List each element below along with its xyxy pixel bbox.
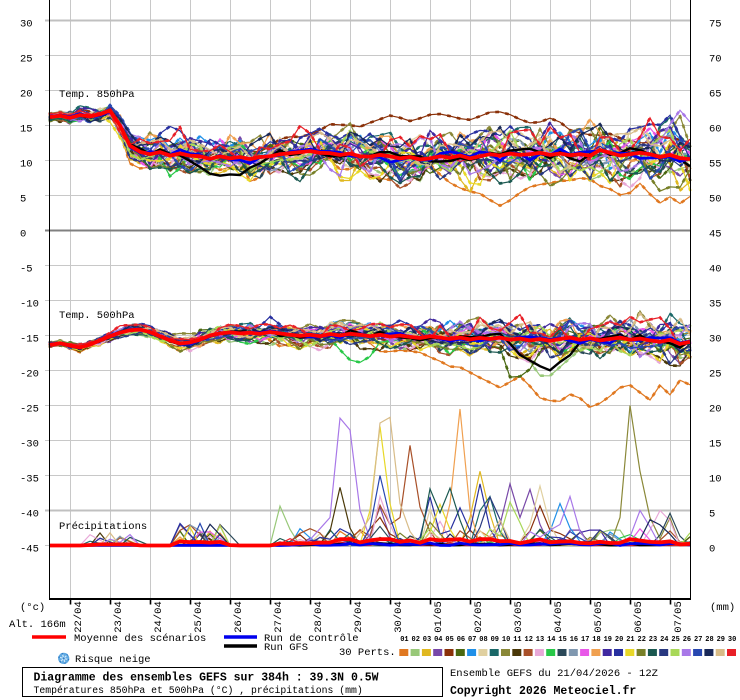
svg-text:20: 20 <box>20 89 33 101</box>
svg-text:-40: -40 <box>20 509 39 521</box>
svg-text:18: 18 <box>592 636 600 644</box>
svg-text:04/05: 04/05 <box>553 601 565 633</box>
svg-text:15: 15 <box>20 124 33 136</box>
svg-text:70: 70 <box>709 54 722 66</box>
svg-text:15: 15 <box>709 439 722 451</box>
svg-text:Températures 850hPa et 500hPa: Températures 850hPa et 500hPa (°C) , pré… <box>34 685 363 696</box>
svg-text:24/04: 24/04 <box>153 601 165 633</box>
svg-text:23: 23 <box>649 636 657 644</box>
svg-text:65: 65 <box>709 89 722 101</box>
svg-text:06: 06 <box>457 636 465 644</box>
svg-text:25: 25 <box>709 369 722 381</box>
svg-text:75: 75 <box>709 19 722 31</box>
svg-text:27/04: 27/04 <box>273 601 285 633</box>
svg-text:19: 19 <box>604 636 612 644</box>
svg-text:Copyright 2026 Meteociel.fr: Copyright 2026 Meteociel.fr <box>450 685 636 698</box>
svg-text:24: 24 <box>660 636 668 644</box>
svg-text:-25: -25 <box>20 404 39 416</box>
svg-text:02: 02 <box>412 636 420 644</box>
svg-text:28: 28 <box>705 636 713 644</box>
svg-text:29: 29 <box>717 636 725 644</box>
svg-text:28/04: 28/04 <box>313 601 325 633</box>
svg-text:17: 17 <box>581 636 589 644</box>
svg-text:Alt. 166m: Alt. 166m <box>9 619 66 631</box>
svg-text:Moyenne des scénarios: Moyenne des scénarios <box>74 633 206 645</box>
svg-text:25/04: 25/04 <box>193 601 205 633</box>
svg-text:(mm): (mm) <box>710 602 735 614</box>
svg-text:-30: -30 <box>20 439 39 451</box>
svg-text:03: 03 <box>423 636 431 644</box>
svg-text:-20: -20 <box>20 369 39 381</box>
svg-text:21: 21 <box>626 636 634 644</box>
svg-text:29/04: 29/04 <box>353 601 365 633</box>
svg-text:05/05: 05/05 <box>593 601 605 633</box>
svg-text:06/05: 06/05 <box>633 601 645 633</box>
svg-text:0: 0 <box>20 229 26 241</box>
svg-text:30/04: 30/04 <box>393 601 405 633</box>
svg-text:05: 05 <box>445 636 453 644</box>
svg-text:02/05: 02/05 <box>473 601 485 633</box>
svg-text:Temp. 500hPa: Temp. 500hPa <box>59 310 135 322</box>
svg-text:5: 5 <box>20 194 26 206</box>
svg-text:13: 13 <box>536 636 544 644</box>
svg-text:-35: -35 <box>20 474 39 486</box>
svg-text:30: 30 <box>728 636 736 644</box>
svg-text:55: 55 <box>709 159 722 171</box>
svg-text:-15: -15 <box>20 334 39 346</box>
svg-text:27: 27 <box>694 636 702 644</box>
svg-text:03/05: 03/05 <box>513 601 525 633</box>
svg-text:Run de contrôle: Run de contrôle <box>264 633 359 645</box>
svg-text:25: 25 <box>20 54 33 66</box>
svg-text:07: 07 <box>468 636 476 644</box>
svg-text:26/04: 26/04 <box>233 601 245 633</box>
svg-text:04: 04 <box>434 636 442 644</box>
svg-text:07/05: 07/05 <box>673 601 685 633</box>
svg-text:60: 60 <box>709 124 722 136</box>
svg-text:40: 40 <box>709 264 722 276</box>
svg-text:5: 5 <box>709 509 715 521</box>
svg-text:09: 09 <box>491 636 499 644</box>
svg-text:10: 10 <box>709 474 722 486</box>
svg-text:14: 14 <box>547 636 555 644</box>
svg-text:Précipitations: Précipitations <box>59 521 147 533</box>
svg-text:30: 30 <box>20 19 33 31</box>
svg-text:-45: -45 <box>20 544 39 556</box>
svg-text:10: 10 <box>20 159 33 171</box>
svg-text:22: 22 <box>638 636 646 644</box>
svg-text:30: 30 <box>709 334 722 346</box>
svg-text:0: 0 <box>709 544 715 556</box>
svg-text:01: 01 <box>400 636 408 644</box>
svg-text:35: 35 <box>709 299 722 311</box>
svg-text:23/04: 23/04 <box>113 601 125 633</box>
svg-text:12: 12 <box>525 636 533 644</box>
svg-text:20: 20 <box>709 404 722 416</box>
svg-text:10: 10 <box>502 636 510 644</box>
svg-text:16: 16 <box>570 636 578 644</box>
svg-text:Diagramme des ensembles GEFS s: Diagramme des ensembles GEFS sur 384h : … <box>34 672 379 685</box>
svg-text:-10: -10 <box>20 299 39 311</box>
svg-text:25: 25 <box>671 636 679 644</box>
svg-text:45: 45 <box>709 229 722 241</box>
svg-text:Risque neige: Risque neige <box>75 654 151 666</box>
svg-text:11: 11 <box>513 636 521 644</box>
svg-text:20: 20 <box>615 636 623 644</box>
svg-text:15: 15 <box>558 636 566 644</box>
svg-text:01/05: 01/05 <box>433 601 445 633</box>
svg-text:30 Perts.: 30 Perts. <box>339 647 396 659</box>
svg-text:Ensemble GEFS du 21/04/2026 -: Ensemble GEFS du 21/04/2026 - 12Z <box>450 668 658 680</box>
svg-text:-5: -5 <box>20 264 33 276</box>
svg-text:08: 08 <box>479 636 487 644</box>
svg-text:26: 26 <box>683 636 691 644</box>
svg-text:Run GFS: Run GFS <box>264 642 308 654</box>
svg-text:(°c): (°c) <box>20 602 45 614</box>
svg-text:50: 50 <box>709 194 722 206</box>
svg-text:22/04: 22/04 <box>73 601 85 633</box>
svg-text:Temp. 850hPa: Temp. 850hPa <box>59 89 135 101</box>
